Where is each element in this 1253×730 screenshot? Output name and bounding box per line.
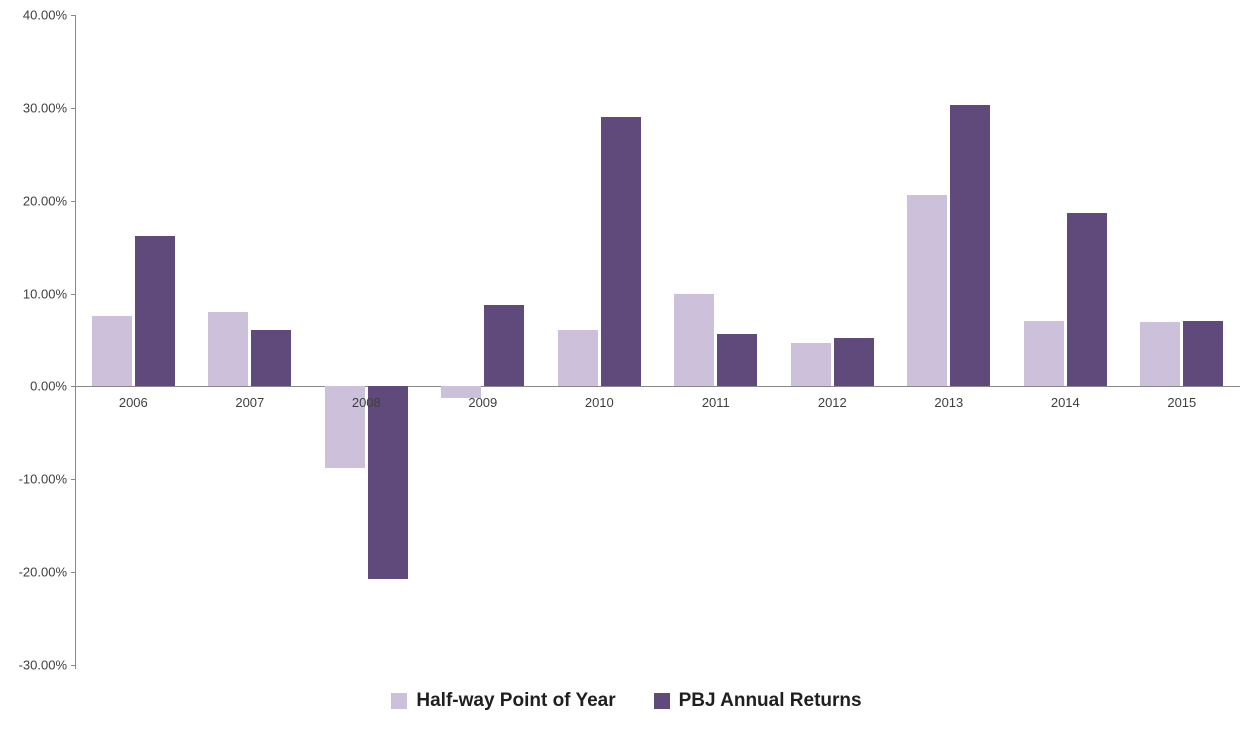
x-category-label: 2011 <box>701 395 730 411</box>
bar-annual-2015 <box>1183 320 1224 387</box>
y-tick-mark <box>71 479 75 481</box>
legend-item-halfway: Half-way Point of Year <box>391 690 616 712</box>
legend-label-annual: PBJ Annual Returns <box>678 690 862 711</box>
bar-annual-2008 <box>367 386 408 580</box>
y-tick-mark <box>71 200 75 202</box>
x-category-label: 2007 <box>235 395 265 411</box>
y-tick-label: -10.00% <box>18 471 67 487</box>
bar-annual-2007 <box>251 329 292 387</box>
legend-swatch-halfway-icon <box>391 693 408 709</box>
x-axis-line <box>75 386 1240 388</box>
bar-halfway-2014 <box>1023 321 1064 387</box>
bar-halfway-2007 <box>208 312 249 387</box>
bar-halfway-2008 <box>324 386 365 469</box>
y-tick-label: 0.00% <box>30 378 67 394</box>
y-tick-mark <box>71 665 75 666</box>
bar-annual-2006 <box>134 236 175 387</box>
y-tick-label: -20.00% <box>18 564 67 580</box>
bar-halfway-2009 <box>441 386 482 399</box>
y-tick-mark <box>71 386 75 388</box>
x-category-label: 2009 <box>468 395 498 411</box>
y-tick-mark <box>71 15 75 16</box>
bar-halfway-2010 <box>557 329 598 387</box>
bar-annual-2009 <box>484 304 525 387</box>
y-tick-label: 20.00% <box>22 193 67 209</box>
bar-halfway-2006 <box>91 315 132 387</box>
x-category-label: 2015 <box>1167 395 1197 411</box>
y-tick-mark <box>71 107 75 109</box>
bar-annual-2014 <box>1066 212 1107 387</box>
bar-halfway-2011 <box>674 293 715 387</box>
bar-annual-2013 <box>950 105 991 387</box>
y-tick-label: 40.00% <box>22 7 67 23</box>
bar-annual-2010 <box>600 117 641 387</box>
y-tick-label: 30.00% <box>22 100 67 116</box>
x-category-label: 2010 <box>584 395 614 411</box>
y-tick-mark <box>71 572 75 574</box>
legend-item-annual: PBJ Annual Returns <box>653 690 862 712</box>
x-category-label: 2006 <box>118 395 148 411</box>
bar-annual-2011 <box>717 333 758 387</box>
chart-legend: Half-way Point of Year PBJ Annual Return… <box>0 690 1253 712</box>
y-tick-label: -30.00% <box>18 657 67 673</box>
x-category-label: 2014 <box>1050 395 1080 411</box>
bar-halfway-2012 <box>790 342 831 387</box>
x-category-label: 2012 <box>817 395 847 411</box>
legend-swatch-annual-icon <box>653 693 670 709</box>
legend-label-halfway: Half-way Point of Year <box>416 690 616 711</box>
bar-annual-2012 <box>833 338 874 387</box>
bar-halfway-2015 <box>1140 322 1181 387</box>
bar-halfway-2013 <box>907 195 948 387</box>
x-category-label: 2008 <box>351 395 381 411</box>
y-tick-mark <box>71 293 75 295</box>
y-tick-label: 10.00% <box>22 286 67 302</box>
x-category-label: 2013 <box>934 395 964 411</box>
y-axis-line <box>75 15 76 669</box>
